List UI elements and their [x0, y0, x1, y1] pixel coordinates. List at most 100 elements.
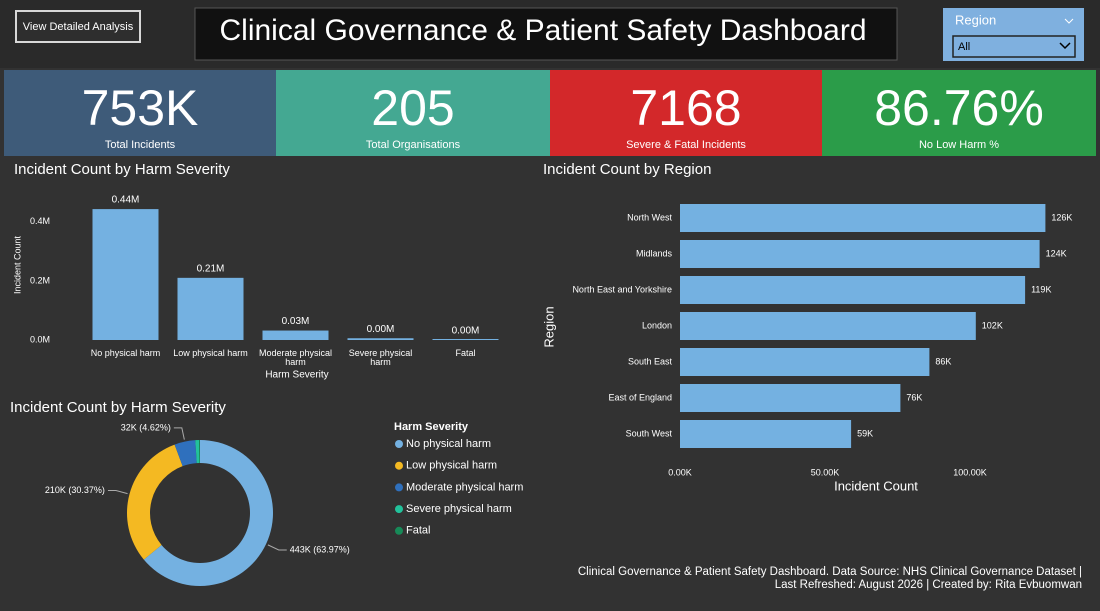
- value-label: 119K: [1031, 284, 1051, 294]
- y-tick-label: 0.2M: [30, 275, 50, 285]
- x-tick-label: Moderate physical harm: [258, 349, 333, 367]
- legend-marker: [395, 461, 403, 470]
- bar: [432, 339, 499, 340]
- bar: [680, 348, 930, 376]
- x-tick-label: Low physical harm: [173, 349, 248, 358]
- bar: [680, 420, 852, 448]
- bar: [680, 240, 1040, 268]
- x-tick-label: Moderate physical harm: [258, 349, 333, 367]
- region-filter[interactable]: Region All: [943, 8, 1084, 61]
- kpi-value: 753K: [82, 80, 199, 136]
- kpi-label: Total Organisations: [366, 139, 461, 151]
- kpi-label: Total Incidents: [105, 139, 176, 151]
- y-tick-label: South East: [628, 356, 673, 366]
- value-label: 126K: [1051, 212, 1072, 222]
- value-label: 32K (4.62%): [121, 422, 171, 432]
- x-tick-label: Fatal: [455, 349, 476, 358]
- y-tick-label: 0.4M: [30, 216, 50, 226]
- kpi-label: No Low Harm %: [919, 139, 999, 151]
- value-label: 210K (30.37%): [45, 485, 105, 495]
- filter-dropdown[interactable]: [952, 35, 1076, 58]
- value-label: 0.44M: [112, 195, 140, 206]
- donut-slice: [143, 440, 274, 586]
- bar: [680, 276, 1026, 304]
- x-tick-label: Fatal: [455, 349, 476, 358]
- bar: [680, 204, 1046, 232]
- legend-marker: [395, 483, 403, 492]
- kpi-card: [550, 70, 822, 156]
- kpi-value: 205: [371, 80, 454, 136]
- donut-slice: [195, 440, 200, 464]
- bar: [262, 330, 329, 340]
- y-tick-label: London: [642, 320, 672, 330]
- y-tick-label: 0.0M: [30, 334, 50, 344]
- kpi-card: [4, 70, 276, 156]
- chart-title: Incident Count by Harm Severity: [14, 161, 230, 178]
- kpi-card: [822, 70, 1096, 156]
- filter-chevron[interactable]: [1064, 18, 1074, 24]
- leader-line: [173, 427, 185, 440]
- kpi-value: 86.76%: [874, 80, 1044, 136]
- value-label: 124K: [1046, 248, 1067, 258]
- y-tick-label: North East and Yorkshire: [572, 284, 672, 294]
- title-box: [194, 7, 898, 61]
- chart-title: Incident Count by Harm Severity: [10, 399, 226, 416]
- x-tick-label: Low physical harm: [173, 349, 248, 358]
- y-tick-label: Midlands: [636, 248, 673, 258]
- legend-label: No physical harm: [406, 438, 491, 450]
- x-tick-label: 0.00K: [668, 467, 692, 477]
- value-label: 86K: [935, 356, 951, 366]
- value-label: 0.00M: [452, 325, 480, 336]
- bar: [680, 384, 901, 412]
- x-tick-label: No physical harm: [90, 349, 161, 358]
- button-box[interactable]: [15, 10, 141, 43]
- legend-label: Severe physical harm: [406, 503, 512, 515]
- legend-marker: [395, 440, 403, 448]
- value-label: 76K: [906, 392, 922, 402]
- x-axis-label: Harm Severity: [265, 370, 328, 381]
- bar: [92, 209, 159, 340]
- legend-label: Fatal: [406, 525, 430, 537]
- detail-button[interactable]: View Detailed Analysis: [15, 10, 141, 43]
- legend-title: Harm Severity: [394, 421, 469, 433]
- x-tick-label: No physical harm: [90, 349, 161, 358]
- x-tick-label: Severe physical harm: [348, 349, 413, 367]
- dropdown-chevron[interactable]: [1059, 42, 1071, 50]
- value-label: 0.03M: [282, 316, 310, 327]
- x-axis-label: Incident Count: [834, 478, 918, 493]
- donut-slice: [174, 440, 197, 467]
- footer-line: Clinical Governance & Patient Safety Das…: [578, 566, 1082, 578]
- y-tick-label: North West: [627, 212, 672, 222]
- x-tick-label: 50.00K: [811, 467, 840, 477]
- value-label: 0.00M: [367, 324, 395, 335]
- dashboard-title: Clinical Governance & Patient Safety Das…: [219, 14, 866, 47]
- bar: [347, 338, 414, 340]
- y-axis-label: Incident Count: [12, 235, 22, 294]
- button-label[interactable]: View Detailed Analysis: [23, 21, 134, 33]
- kpi-label: Severe & Fatal Incidents: [626, 139, 746, 151]
- kpi-value: 7168: [630, 80, 741, 136]
- x-tick-label: Severe physical harm: [348, 349, 413, 367]
- y-tick-label: East of England: [608, 392, 672, 402]
- y-axis-label: Region: [541, 306, 556, 347]
- leader-line: [267, 544, 287, 551]
- leader-line: [107, 490, 128, 495]
- legend-marker: [395, 526, 403, 535]
- x-tick-label: 100.00K: [953, 467, 987, 477]
- value-label: 0.21M: [197, 263, 225, 274]
- bar: [177, 277, 244, 340]
- donut-slice: [127, 444, 183, 560]
- value-label: 102K: [982, 320, 1003, 330]
- legend-label: Moderate physical harm: [406, 481, 523, 493]
- bar: [680, 312, 976, 340]
- filter-value[interactable]: All: [958, 41, 970, 53]
- legend-label: Low physical harm: [406, 460, 497, 472]
- chart-title: Incident Count by Region: [543, 161, 711, 178]
- footer-line: Last Refreshed: August 2026 | Created by…: [775, 579, 1082, 591]
- value-label: 443K (63.97%): [290, 544, 350, 554]
- y-tick-label: South West: [626, 428, 673, 438]
- filter-label[interactable]: Region: [955, 12, 996, 27]
- kpi-card: [276, 70, 550, 156]
- legend-marker: [395, 505, 403, 514]
